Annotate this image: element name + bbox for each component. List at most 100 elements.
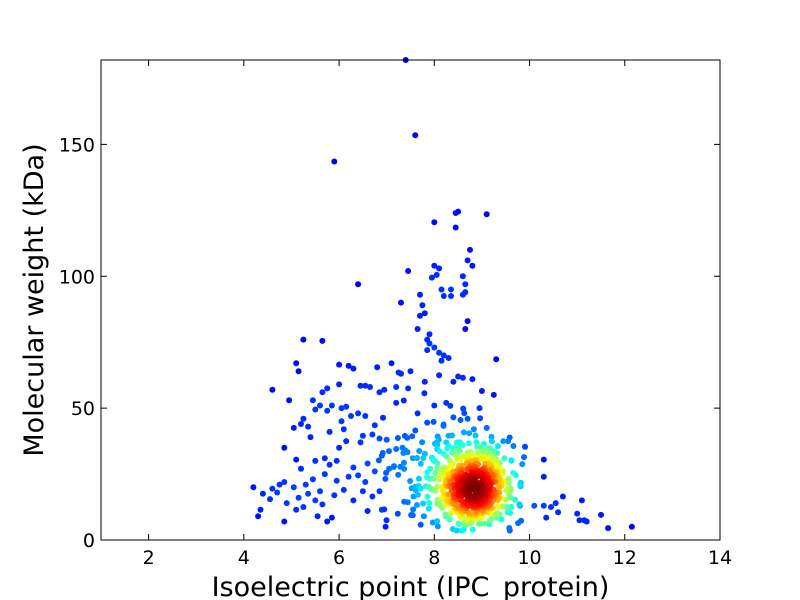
data-point <box>581 517 588 524</box>
data-point <box>401 465 408 472</box>
data-point <box>516 501 523 508</box>
data-point <box>417 312 423 319</box>
data-point <box>448 293 454 299</box>
data-point <box>417 521 424 528</box>
data-point <box>508 457 515 464</box>
data-point <box>449 526 456 532</box>
data-point <box>424 493 431 500</box>
data-point <box>462 326 469 332</box>
data-point <box>457 456 464 463</box>
data-point <box>459 374 466 381</box>
data-point <box>290 484 297 491</box>
data-point <box>324 407 331 414</box>
data-point <box>413 502 420 508</box>
data-point <box>319 501 326 508</box>
data-point <box>274 489 281 496</box>
data-point <box>448 286 454 293</box>
data-point <box>467 246 473 253</box>
data-point <box>552 500 559 507</box>
data-point <box>400 397 407 404</box>
data-point <box>521 454 527 461</box>
data-point <box>494 443 501 450</box>
data-point <box>455 520 462 527</box>
data-point <box>348 413 354 419</box>
data-point <box>464 415 471 422</box>
data-point <box>331 492 338 499</box>
data-point <box>336 444 343 451</box>
data-point <box>428 274 435 281</box>
data-point <box>477 415 484 422</box>
data-point <box>305 490 312 497</box>
y-axis-title: Molecular weight (kDa) <box>19 143 50 456</box>
data-point <box>555 509 562 516</box>
x-tick-label: 14 <box>708 547 732 569</box>
data-point <box>421 310 428 317</box>
data-point <box>309 397 316 404</box>
data-point <box>483 211 490 218</box>
data-point <box>481 520 488 527</box>
data-point <box>425 505 432 512</box>
data-point <box>340 486 347 493</box>
data-point <box>488 515 495 522</box>
data-point <box>447 402 454 409</box>
data-point <box>414 491 421 498</box>
y-tick-label: 150 <box>59 134 95 156</box>
data-point <box>559 493 566 500</box>
data-point <box>434 460 441 467</box>
data-point <box>386 448 392 455</box>
data-point <box>305 423 312 430</box>
data-point <box>427 465 434 472</box>
data-point <box>371 422 378 429</box>
data-point <box>434 523 441 530</box>
data-point <box>488 433 495 440</box>
data-point <box>295 494 302 501</box>
data-point <box>281 444 288 451</box>
data-point <box>382 523 389 530</box>
data-point <box>426 340 433 347</box>
data-point <box>628 523 635 530</box>
data-point <box>338 418 345 425</box>
data-point <box>506 525 513 531</box>
data-point <box>382 475 389 482</box>
data-point <box>364 508 371 514</box>
data-point <box>495 503 502 510</box>
data-point <box>432 469 439 476</box>
data-point <box>383 436 390 443</box>
data-point <box>345 473 352 480</box>
data-point <box>376 389 383 396</box>
data-point <box>445 355 452 361</box>
data-point <box>394 510 401 517</box>
data-point <box>419 439 426 446</box>
data-point <box>490 391 497 398</box>
data-point <box>293 360 300 367</box>
data-point <box>574 510 581 517</box>
data-point <box>409 433 416 440</box>
data-point <box>393 399 400 406</box>
data-point <box>510 443 517 449</box>
data-point <box>409 512 416 519</box>
data-point <box>515 520 522 527</box>
data-point <box>492 511 499 518</box>
data-point <box>407 368 414 375</box>
data-point <box>465 440 472 447</box>
data-point <box>401 459 407 466</box>
data-point <box>319 389 326 396</box>
data-point <box>412 427 419 434</box>
data-point <box>438 357 445 364</box>
data-point <box>276 481 283 488</box>
data-point <box>434 518 441 525</box>
data-point <box>405 385 412 392</box>
data-point <box>376 435 383 442</box>
data-point <box>414 455 420 461</box>
data-point <box>540 473 547 480</box>
data-point <box>440 352 447 359</box>
data-point <box>376 488 383 495</box>
data-point <box>446 516 453 523</box>
data-point <box>496 483 503 490</box>
data-point <box>598 511 604 518</box>
data-point <box>531 502 538 509</box>
data-point <box>300 415 307 422</box>
data-point <box>462 281 469 288</box>
data-point <box>359 488 366 495</box>
data-point <box>312 497 319 504</box>
